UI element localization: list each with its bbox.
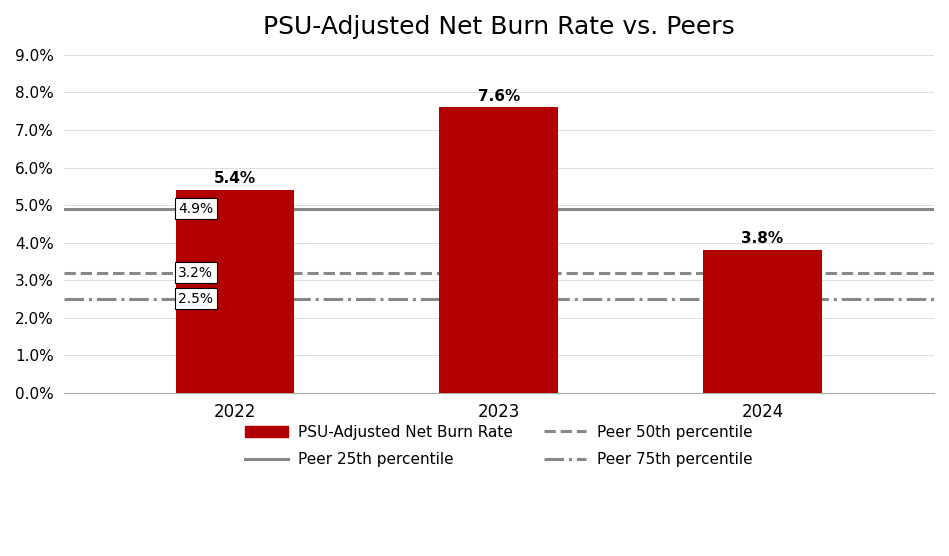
Text: 5.4%: 5.4% [214,171,256,186]
Text: 3.2%: 3.2% [178,266,214,280]
Bar [703,250,822,393]
Title: PSU-Adjusted Net Burn Rate vs. Peers: PSU-Adjusted Net Burn Rate vs. Peers [263,15,735,39]
Bar [439,107,558,393]
Text: 3.8%: 3.8% [741,231,784,246]
Legend: PSU-Adjusted Net Burn Rate, Peer 25th percentile, Peer 50th percentile, Peer 75t: PSU-Adjusted Net Burn Rate, Peer 25th pe… [239,419,759,473]
Text: 2.5%: 2.5% [178,292,214,306]
Text: 7.6%: 7.6% [477,88,520,103]
Bar [176,190,294,393]
Text: 4.9%: 4.9% [178,202,214,216]
